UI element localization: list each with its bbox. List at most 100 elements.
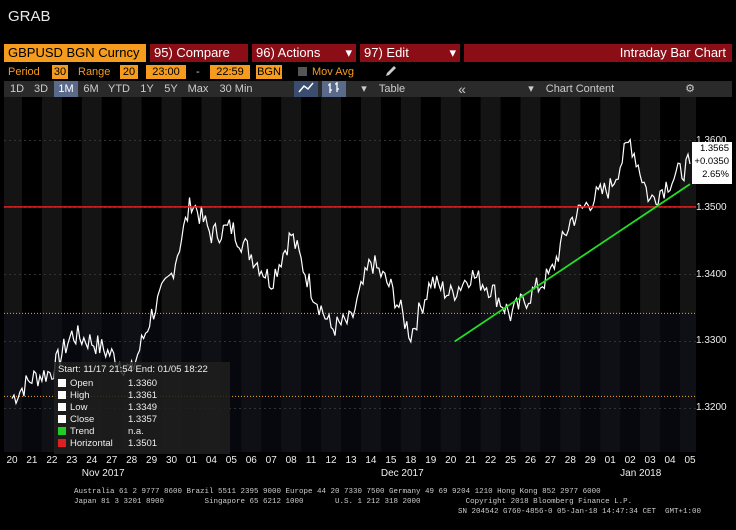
legend-panel[interactable]: Start: 11/17 21:54 End: 01/05 18:22 Open… [54, 362, 230, 454]
legend-swatch [58, 439, 66, 448]
footer-line-3: SN 204542 G760-4856-0 05-Jan-18 14:47:34… [458, 508, 702, 516]
start-time-input[interactable]: 23:00 [146, 65, 186, 79]
x-tick-label: 21 [26, 455, 38, 466]
range-dash: - [196, 66, 200, 78]
legend-row-trend: Trend n.a. [58, 426, 228, 437]
chart-content-button[interactable]: Chart Content [545, 83, 615, 95]
y-tick-label: 1.3600 [696, 134, 727, 146]
x-tick-label: 23 [66, 455, 78, 466]
table-button[interactable]: Table [378, 83, 406, 95]
price-chart[interactable] [4, 97, 696, 452]
gear-icon[interactable]: ⚙ [685, 83, 695, 95]
x-tick-label: 21 [465, 455, 477, 466]
legend-value: 1.3357 [128, 414, 158, 425]
tab-1d[interactable]: 1D [9, 83, 25, 95]
tab-3d[interactable]: 3D [33, 83, 49, 95]
legend-swatch [58, 427, 66, 436]
tab-5y[interactable]: 5Y [164, 83, 178, 95]
period-input[interactable]: 30 [52, 65, 68, 79]
y-tick-label: 1.3500 [696, 201, 727, 213]
actions-menu[interactable]: 96) Actions ▾ [252, 44, 356, 62]
x-tick-label: 08 [285, 455, 297, 466]
x-tick-label: 29 [584, 455, 596, 466]
price-change-pct: 2.65% [702, 169, 729, 180]
legend-header: Start: 11/17 21:54 End: 01/05 18:22 [58, 364, 208, 375]
tab-30-min[interactable]: 30 Min [219, 83, 253, 95]
x-tick-label: 27 [106, 455, 118, 466]
mov-avg-label: Mov Avg [312, 66, 354, 78]
legend-swatch [58, 391, 66, 400]
y-tick-label: 1.3200 [696, 402, 727, 414]
legend-value: 1.3349 [128, 402, 158, 413]
x-tick-label: 22 [46, 455, 58, 466]
legend-label: Trend [70, 426, 95, 437]
footer-line-1: Australia 61 2 9777 8600 Brazil 5511 239… [74, 488, 601, 496]
legend-label: High [70, 390, 90, 401]
line-chart-icon[interactable] [294, 81, 318, 97]
tab-max[interactable]: Max [187, 83, 209, 95]
tab-1y[interactable]: 1Y [140, 83, 154, 95]
legend-row-low: Low 1.3349 [58, 402, 228, 413]
source-input[interactable]: BGN [256, 65, 282, 79]
y-axis: 1.3600 1.3500 1.3400 1.3300 1.3200 [692, 97, 736, 457]
x-tick-label: 07 [265, 455, 277, 466]
x-tick-label: 02 [624, 455, 636, 466]
last-price-box: 1.3565 +0.0350 2.65% [692, 142, 732, 184]
x-tick-label: 20 [445, 455, 457, 466]
chevron-down-icon: ▾ [449, 45, 456, 60]
pencil-icon[interactable] [384, 64, 398, 83]
tab-6m[interactable]: 6M [83, 83, 99, 95]
range-label: Range [78, 66, 111, 78]
legend-row-high: High 1.3361 [58, 390, 228, 401]
legend-label: Low [70, 402, 88, 413]
legend-label: Close [70, 414, 95, 425]
chevron-down-icon: ▾ [345, 45, 352, 60]
x-axis: 20 21 22 23 24 27 28 29 30 01 04 05 06 07 08 11 12 13 14 15… [4, 455, 696, 485]
period-label: Period [8, 66, 40, 78]
y-tick-label: 1.3400 [696, 268, 727, 280]
x-tick-label: 29 [146, 455, 158, 466]
trend-line [454, 183, 691, 343]
x-tick-label: 26 [524, 455, 537, 466]
x-month-label: Dec 2017 [380, 468, 424, 479]
compare-button[interactable]: 95) Compare [150, 44, 248, 62]
tab-1m[interactable]: 1M [54, 81, 78, 97]
x-tick-label: 05 [684, 455, 696, 466]
legend-swatch [58, 415, 66, 424]
x-tick-label: 22 [485, 455, 497, 466]
x-tick-label: 20 [6, 455, 18, 466]
x-tick-label: 05 [225, 455, 237, 466]
legend-value: 1.3501 [128, 438, 158, 449]
x-tick-label: 18 [405, 455, 417, 466]
legend-row-open: Open 1.3360 [58, 378, 228, 389]
bar-chart-icon[interactable] [322, 81, 346, 97]
legend-swatch [58, 379, 66, 388]
x-tick-label: 15 [385, 455, 397, 466]
x-tick-label: 03 [644, 455, 656, 466]
compare-label: 95) Compare [154, 45, 230, 60]
mov-avg-checkbox[interactable] [298, 67, 307, 76]
x-tick-label: 13 [345, 455, 357, 466]
price-change: +0.0350 [694, 156, 729, 167]
last-price: 1.3565 [699, 143, 729, 154]
edit-label: 97) Edit [364, 45, 409, 60]
x-tick-label: 11 [305, 455, 317, 466]
legend-label: Horizontal [70, 438, 113, 449]
settings-bar: Period 30 Range 20 23:00 - 22:59 BGN Mov… [4, 64, 732, 80]
actions-label: 96) Actions [256, 45, 321, 60]
security-field[interactable]: GBPUSD BGN Curncy [4, 44, 146, 62]
chevron-down-icon[interactable]: ▾ [361, 83, 367, 95]
collapse-icon[interactable]: « [458, 81, 466, 97]
legend-row-close: Close 1.3357 [58, 414, 228, 425]
edit-menu[interactable]: 97) Edit ▾ [360, 44, 460, 62]
x-tick-label: 25 [504, 455, 517, 466]
chevron-down-icon[interactable]: ▾ [528, 83, 534, 95]
end-time-input[interactable]: 22:59 [210, 65, 250, 79]
x-tick-label: 14 [365, 455, 377, 466]
x-tick-label: 30 [165, 455, 178, 466]
range-input[interactable]: 20 [120, 65, 138, 79]
x-tick-label: 04 [205, 455, 217, 466]
tab-ytd[interactable]: YTD [108, 83, 130, 95]
legend-swatch [58, 403, 66, 412]
legend-row-horizontal: Horizontal 1.3501 [58, 438, 228, 449]
